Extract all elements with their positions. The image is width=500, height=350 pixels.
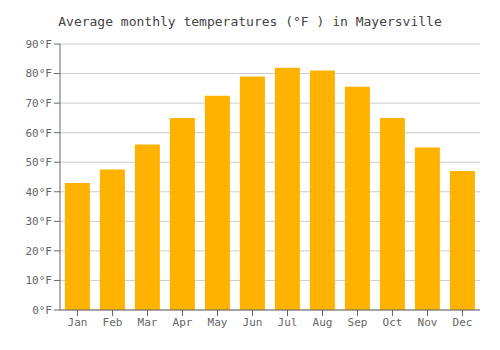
- svg-text:Jun: Jun: [243, 316, 263, 329]
- svg-text:Oct: Oct: [383, 316, 403, 329]
- svg-text:Apr: Apr: [173, 316, 193, 329]
- svg-text:Nov: Nov: [418, 316, 438, 329]
- svg-text:Jul: Jul: [278, 316, 298, 329]
- svg-text:50°F: 50°F: [26, 156, 53, 169]
- svg-text:Mar: Mar: [138, 316, 158, 329]
- svg-text:Sep: Sep: [348, 316, 368, 329]
- svg-text:60°F: 60°F: [26, 127, 53, 140]
- html-text:Average monthly temperatures (: Average monthly temperatures (°F ) in Ma…: [58, 14, 442, 29]
- svg-text:Jan: Jan: [68, 316, 88, 329]
- svg-text:30°F: 30°F: [26, 215, 53, 228]
- svg-text:0°F: 0°F: [32, 304, 52, 317]
- svg-text:May: May: [208, 316, 228, 329]
- svg-text:40°F: 40°F: [26, 186, 53, 199]
- svg-text:80°F: 80°F: [26, 67, 53, 80]
- svg-text:Feb: Feb: [103, 316, 123, 329]
- svg-text:90°F: 90°F: [26, 38, 53, 51]
- svg-text:20°F: 20°F: [26, 245, 53, 258]
- svg-text:Aug: Aug: [313, 316, 333, 329]
- svg-text:Dec: Dec: [453, 316, 473, 329]
- svg-text:70°F: 70°F: [26, 97, 53, 110]
- svg-text:10°F: 10°F: [26, 274, 53, 287]
